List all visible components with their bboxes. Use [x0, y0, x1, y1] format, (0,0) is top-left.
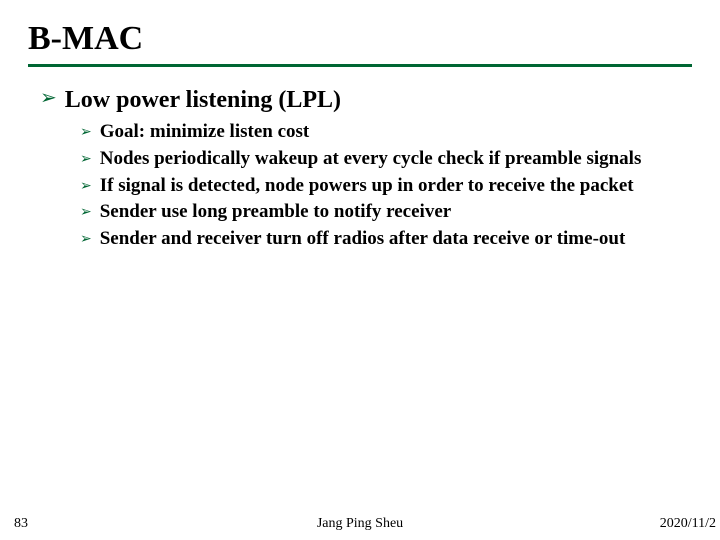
bullet-icon: ➢	[80, 200, 92, 222]
bullet-icon: ➢	[40, 85, 57, 111]
page-number: 83	[14, 516, 28, 532]
main-heading-row: ➢ Low power listening (LPL) ➢ Goal: mini…	[40, 85, 692, 252]
list-item: ➢ Sender use long preamble to notify rec…	[80, 200, 692, 225]
bullet-icon: ➢	[80, 174, 92, 196]
list-item-text: Nodes periodically wakeup at every cycle…	[100, 147, 642, 172]
bullet-icon: ➢	[80, 147, 92, 169]
list-item: ➢ Nodes periodically wakeup at every cyc…	[80, 147, 692, 172]
bullet-icon: ➢	[80, 120, 92, 142]
list-item-text: Sender and receiver turn off radios afte…	[100, 227, 626, 252]
footer-author: Jang Ping Sheu	[317, 516, 403, 532]
footer-date: 2020/11/2	[660, 516, 716, 532]
sub-bullet-list: ➢ Goal: minimize listen cost ➢ Nodes per…	[80, 120, 692, 251]
list-item: ➢ If signal is detected, node powers up …	[80, 174, 692, 199]
slide-title: B-MAC	[28, 20, 692, 67]
list-item: ➢ Sender and receiver turn off radios af…	[80, 227, 692, 252]
list-item: ➢ Goal: minimize listen cost	[80, 120, 692, 145]
list-item-text: If signal is detected, node powers up in…	[100, 174, 634, 199]
list-item-text: Sender use long preamble to notify recei…	[100, 200, 451, 225]
list-item-text: Goal: minimize listen cost	[100, 120, 310, 145]
bullet-icon: ➢	[80, 227, 92, 249]
main-heading: Low power listening (LPL)	[65, 85, 341, 116]
